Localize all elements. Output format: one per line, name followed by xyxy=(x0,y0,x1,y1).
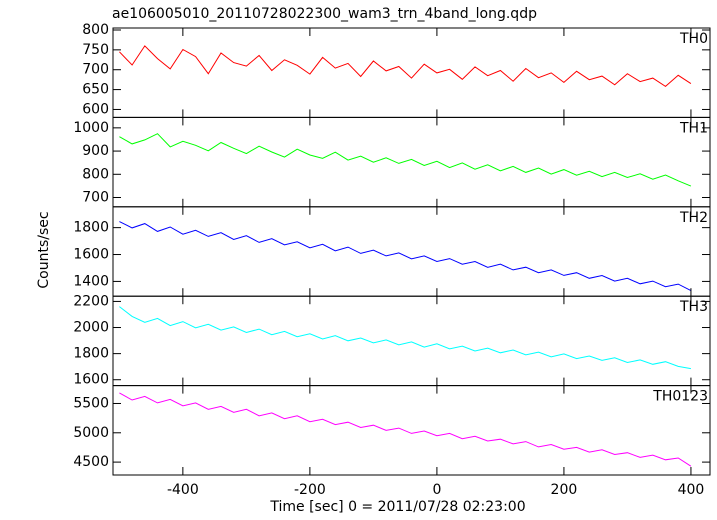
y-tick-label: 1400 xyxy=(73,273,109,289)
data-line xyxy=(119,221,692,292)
panel-label: TH0 xyxy=(679,31,708,47)
data-line xyxy=(119,133,692,187)
y-tick-label: 900 xyxy=(82,143,109,159)
y-tick-label: 750 xyxy=(82,42,109,58)
x-tick-label: -400 xyxy=(167,482,199,498)
x-tick-label: 0 xyxy=(432,482,441,498)
x-axis-label: Time [sec] 0 = 2011/07/28 02:23:00 xyxy=(269,499,525,515)
y-tick-label: 5000 xyxy=(73,425,109,441)
y-tick-label: 600 xyxy=(82,101,109,117)
panel-label: TH1 xyxy=(679,120,708,136)
y-tick-label: 1800 xyxy=(73,346,109,362)
y-tick-label: 5500 xyxy=(73,395,109,411)
panel-label: TH0123 xyxy=(652,389,708,405)
y-tick-label: 700 xyxy=(82,62,109,78)
panel-frame xyxy=(112,385,711,476)
chart-title: ae106005010_20110728022300_wam3_trn_4ban… xyxy=(112,6,537,22)
panel-label: TH2 xyxy=(679,210,708,226)
data-line xyxy=(119,392,692,467)
y-tick-label: 800 xyxy=(82,22,109,38)
y-tick-label: 1600 xyxy=(73,372,109,388)
y-tick-label: 2200 xyxy=(73,293,109,309)
y-tick-label: 1600 xyxy=(73,247,109,263)
y-tick-label: 1800 xyxy=(73,220,109,236)
y-tick-label: 4500 xyxy=(73,454,109,470)
data-line xyxy=(119,45,692,88)
data-line xyxy=(119,306,691,370)
panel-label: TH3 xyxy=(679,299,708,315)
y-tick-label: 1000 xyxy=(73,120,109,136)
y-tick-label: 800 xyxy=(82,166,109,182)
x-tick-label: 400 xyxy=(678,482,705,498)
y-tick-label: 650 xyxy=(82,82,109,98)
x-tick-label: 200 xyxy=(551,482,578,498)
x-tick-label: -200 xyxy=(294,482,326,498)
y-tick-label: 700 xyxy=(82,190,109,206)
y-axis-label: Counts/sec xyxy=(36,211,52,288)
y-tick-label: 2000 xyxy=(73,320,109,336)
